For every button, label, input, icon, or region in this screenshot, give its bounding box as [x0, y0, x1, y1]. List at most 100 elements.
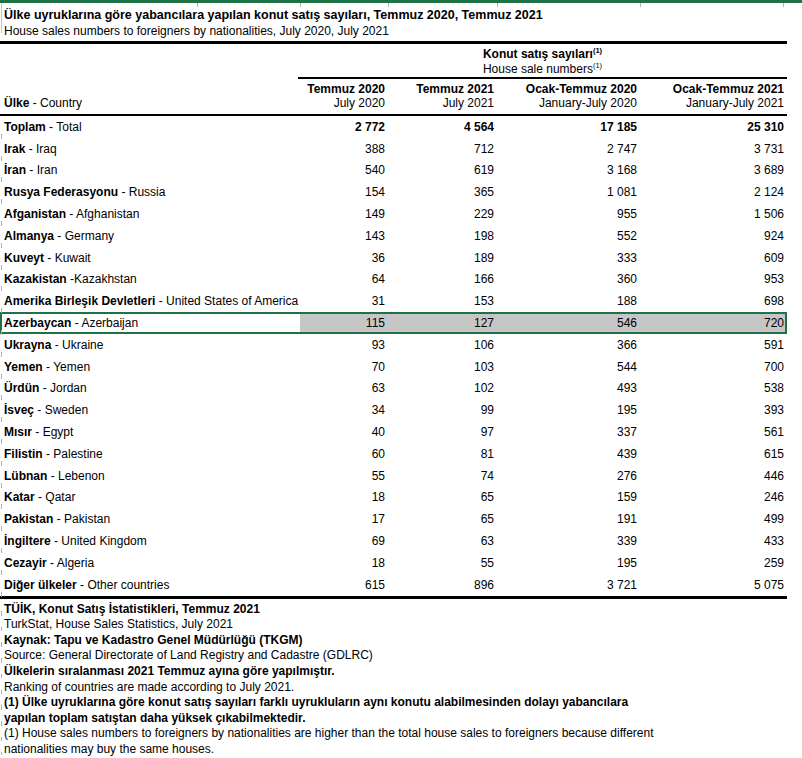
value-cell[interactable]: 25 310	[640, 120, 787, 134]
value-cell[interactable]: 3 689	[640, 163, 787, 177]
country-cell[interactable]: Katar - Qatar	[0, 490, 298, 504]
country-cell[interactable]: Amerika Birleşik Devletleri - United Sta…	[0, 294, 298, 308]
value-cell[interactable]: 619	[388, 163, 497, 177]
value-cell[interactable]: 64	[298, 272, 388, 286]
value-cell[interactable]: 5 075	[640, 578, 787, 592]
value-cell[interactable]: 149	[298, 207, 388, 221]
value-cell[interactable]: 366	[497, 338, 640, 352]
value-cell[interactable]: 552	[497, 229, 640, 243]
value-cell[interactable]: 40	[298, 425, 388, 439]
value-cell[interactable]: 393	[640, 403, 787, 417]
value-cell[interactable]: 154	[298, 185, 388, 199]
table-row[interactable]: Yemen - Yemen 70 103 544 700	[0, 356, 787, 378]
table-row[interactable]: Mısır - Egypt 40 97 337 561	[0, 421, 787, 443]
table-row[interactable]: İsveç - Sweden 34 99 195 393	[0, 399, 787, 421]
value-cell[interactable]: 153	[388, 294, 497, 308]
country-cell[interactable]: Lübnan - Lebenon	[0, 469, 298, 483]
value-cell[interactable]: 195	[497, 403, 640, 417]
country-cell[interactable]: Filistin - Palestine	[0, 447, 298, 461]
value-cell[interactable]: 259	[640, 556, 787, 570]
value-cell[interactable]: 229	[388, 207, 497, 221]
value-cell[interactable]: 18	[298, 490, 388, 504]
table-row[interactable]: Katar - Qatar 18 65 159 246	[0, 487, 787, 509]
table-row[interactable]: Almanya - Germany 143 198 552 924	[0, 225, 787, 247]
table-row[interactable]: Lübnan - Lebenon 55 74 276 446	[0, 465, 787, 487]
country-cell[interactable]: Afganistan - Afghanistan	[0, 207, 298, 221]
value-cell[interactable]: 1 506	[640, 207, 787, 221]
table-row[interactable]: Kazakistan -Kazakhstan 64 166 360 953	[0, 269, 787, 291]
table-row[interactable]: Irak - Iraq 388 712 2 747 3 731	[0, 138, 787, 160]
table-row[interactable]: Kuveyt - Kuwait 36 189 333 609	[0, 247, 787, 269]
value-cell[interactable]: 700	[640, 360, 787, 374]
value-cell[interactable]: 81	[388, 447, 497, 461]
value-cell[interactable]: 896	[388, 578, 497, 592]
value-cell[interactable]: 439	[497, 447, 640, 461]
value-cell[interactable]: 103	[388, 360, 497, 374]
value-cell[interactable]: 499	[640, 512, 787, 526]
value-cell[interactable]: 591	[640, 338, 787, 352]
country-cell[interactable]: Cezayir - Algeria	[0, 556, 298, 570]
country-cell[interactable]: Azerbaycan - Azerbaijan	[0, 316, 298, 330]
value-cell[interactable]: 276	[497, 469, 640, 483]
country-cell[interactable]: İran - Iran	[0, 163, 298, 177]
country-cell[interactable]: Pakistan - Pakistan	[0, 512, 298, 526]
country-cell[interactable]: Mısır - Egypt	[0, 425, 298, 439]
value-cell[interactable]: 36	[298, 251, 388, 265]
value-cell[interactable]: 433	[640, 534, 787, 548]
value-cell[interactable]: 195	[497, 556, 640, 570]
country-cell[interactable]: İsveç - Sweden	[0, 403, 298, 417]
value-cell[interactable]: 3 731	[640, 142, 787, 156]
value-cell[interactable]: 339	[497, 534, 640, 548]
value-cell[interactable]: 34	[298, 403, 388, 417]
table-row[interactable]: Filistin - Palestine 60 81 439 615	[0, 443, 787, 465]
country-cell[interactable]: Diğer ülkeler - Other countries	[0, 578, 298, 592]
country-cell[interactable]: Ürdün - Jordan	[0, 381, 298, 395]
value-cell[interactable]: 102	[388, 381, 497, 395]
country-cell[interactable]: Yemen - Yemen	[0, 360, 298, 374]
value-cell[interactable]: 99	[388, 403, 497, 417]
value-cell[interactable]: 544	[497, 360, 640, 374]
value-cell[interactable]: 115	[298, 316, 388, 330]
value-cell[interactable]: 65	[388, 490, 497, 504]
value-cell[interactable]: 4 564	[388, 120, 497, 134]
value-cell[interactable]: 31	[298, 294, 388, 308]
value-cell[interactable]: 55	[388, 556, 497, 570]
value-cell[interactable]: 538	[640, 381, 787, 395]
value-cell[interactable]: 74	[388, 469, 497, 483]
value-cell[interactable]: 246	[640, 490, 787, 504]
value-cell[interactable]: 561	[640, 425, 787, 439]
value-cell[interactable]: 60	[298, 447, 388, 461]
table-row[interactable]: Amerika Birleşik Devletleri - United Sta…	[0, 290, 787, 312]
table-row[interactable]: Ürdün - Jordan 63 102 493 538	[0, 378, 787, 400]
value-cell[interactable]: 2 772	[298, 120, 388, 134]
value-cell[interactable]: 953	[640, 272, 787, 286]
value-cell[interactable]: 609	[640, 251, 787, 265]
value-cell[interactable]: 712	[388, 142, 497, 156]
value-cell[interactable]: 63	[298, 381, 388, 395]
table-row[interactable]: Afganistan - Afghanistan 149 229 955 1 5…	[0, 203, 787, 225]
value-cell[interactable]: 69	[298, 534, 388, 548]
value-cell[interactable]: 70	[298, 360, 388, 374]
value-cell[interactable]: 188	[497, 294, 640, 308]
value-cell[interactable]: 720	[640, 316, 787, 330]
value-cell[interactable]: 615	[640, 447, 787, 461]
value-cell[interactable]: 159	[497, 490, 640, 504]
table-row[interactable]: İran - Iran 540 619 3 168 3 689	[0, 160, 787, 182]
country-cell[interactable]: İngiltere - United Kingdom	[0, 534, 298, 548]
table-row[interactable]: Rusya Federasyonu - Russia 154 365 1 081…	[0, 181, 787, 203]
value-cell[interactable]: 337	[497, 425, 640, 439]
value-cell[interactable]: 2 124	[640, 185, 787, 199]
value-cell[interactable]: 17 185	[497, 120, 640, 134]
value-cell[interactable]: 615	[298, 578, 388, 592]
country-cell[interactable]: Ukrayna - Ukraine	[0, 338, 298, 352]
value-cell[interactable]: 18	[298, 556, 388, 570]
country-cell[interactable]: Kazakistan -Kazakhstan	[0, 272, 298, 286]
value-cell[interactable]: 143	[298, 229, 388, 243]
table-row[interactable]: İngiltere - United Kingdom 69 63 339 433	[0, 530, 787, 552]
country-cell[interactable]: Kuveyt - Kuwait	[0, 251, 298, 265]
value-cell[interactable]: 3 168	[497, 163, 640, 177]
value-cell[interactable]: 127	[388, 316, 497, 330]
value-cell[interactable]: 388	[298, 142, 388, 156]
table-row[interactable]: Pakistan - Pakistan 17 65 191 499	[0, 508, 787, 530]
value-cell[interactable]: 17	[298, 512, 388, 526]
